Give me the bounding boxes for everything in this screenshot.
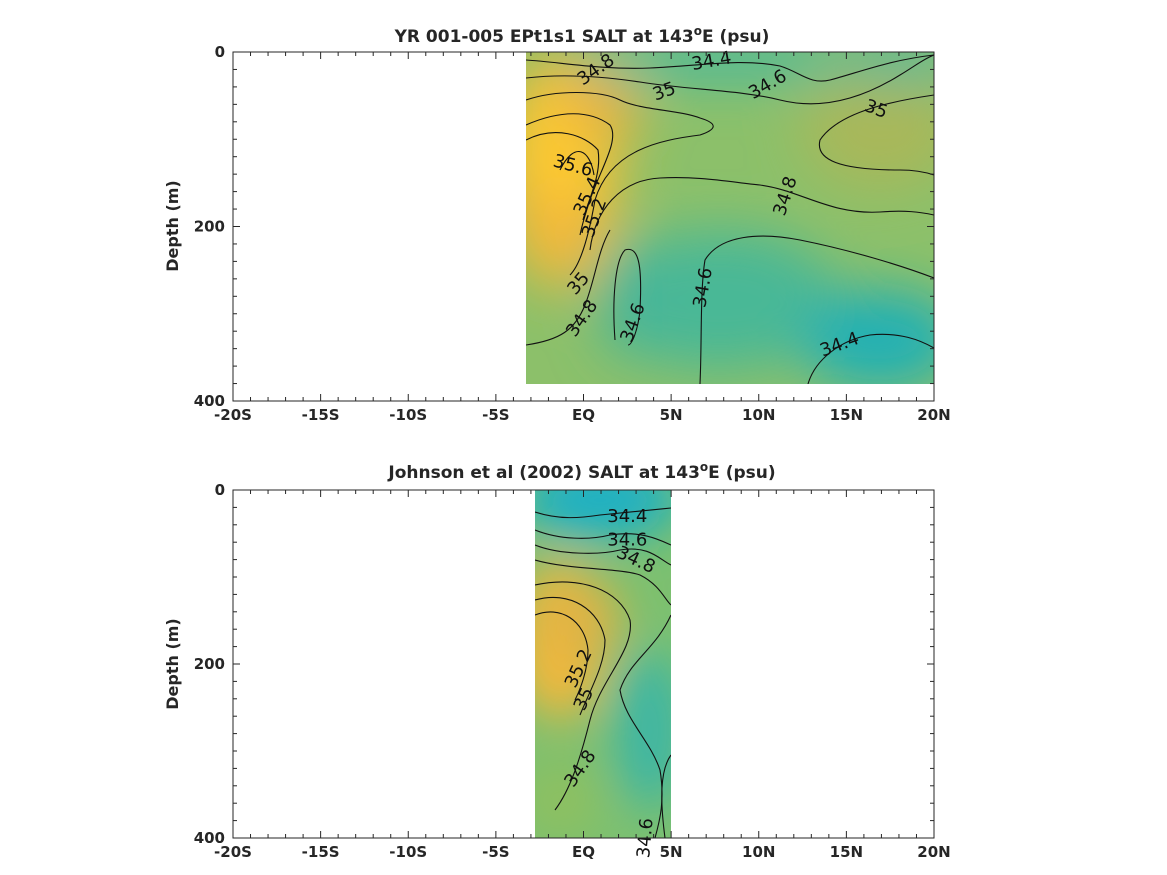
- y-ticks: 0 200 400: [194, 481, 934, 847]
- y-tick-label: 200: [194, 218, 225, 236]
- x-tick-label: 15N: [830, 406, 863, 424]
- contour-label: 34.6: [607, 530, 647, 551]
- contour-label: 34.4: [607, 506, 647, 527]
- x-ticks: -20S -15S -10S -5S EQ 5N 10N 15N 20N: [214, 52, 951, 424]
- x-ticks: -20S -15S -10S -5S EQ 5N 10N 15N 20N: [214, 490, 951, 861]
- x-tick-label: -5S: [482, 843, 509, 861]
- x-tick-label: 5N: [660, 406, 683, 424]
- panel-model: YR 001-005 EPt1s1 SALT at 143oE (psu): [163, 24, 951, 424]
- x-tick-label: 10N: [742, 406, 775, 424]
- y-tick-label: 200: [194, 655, 225, 673]
- x-tick-label: -20S: [214, 406, 252, 424]
- x-tick-label: -15S: [302, 406, 340, 424]
- x-tick-label: EQ: [572, 406, 595, 424]
- y-tick-label: 400: [194, 829, 225, 847]
- x-tick-label: 20N: [917, 406, 950, 424]
- salinity-field: [526, 52, 934, 384]
- x-tick-label: 20N: [917, 843, 950, 861]
- salinity-field: [535, 490, 671, 838]
- y-tick-label: 400: [194, 392, 225, 410]
- x-tick-label: EQ: [572, 843, 595, 861]
- panel-observed: Johnson et al (2002) SALT at 143oE (psu): [163, 460, 951, 861]
- contour-lines: [535, 507, 671, 838]
- y-tick-label: 0: [215, 481, 225, 499]
- chart-title: YR 001-005 EPt1s1 SALT at 143oE (psu): [394, 24, 770, 47]
- x-tick-label: -20S: [214, 843, 252, 861]
- y-tick-label: 0: [215, 43, 225, 61]
- y-axis-label: Depth (m): [163, 618, 182, 710]
- x-tick-label: 15N: [830, 843, 863, 861]
- x-tick-label: -15S: [302, 843, 340, 861]
- x-tick-label: 10N: [742, 843, 775, 861]
- x-tick-label: -5S: [482, 406, 509, 424]
- chart-title: Johnson et al (2002) SALT at 143oE (psu): [387, 460, 775, 483]
- y-ticks: 0 200 400: [194, 43, 934, 410]
- y-axis-label: Depth (m): [163, 180, 182, 272]
- contour-lines: [526, 54, 934, 384]
- x-tick-label: -10S: [389, 843, 427, 861]
- x-tick-label: -10S: [389, 406, 427, 424]
- x-tick-label: 5N: [660, 843, 683, 861]
